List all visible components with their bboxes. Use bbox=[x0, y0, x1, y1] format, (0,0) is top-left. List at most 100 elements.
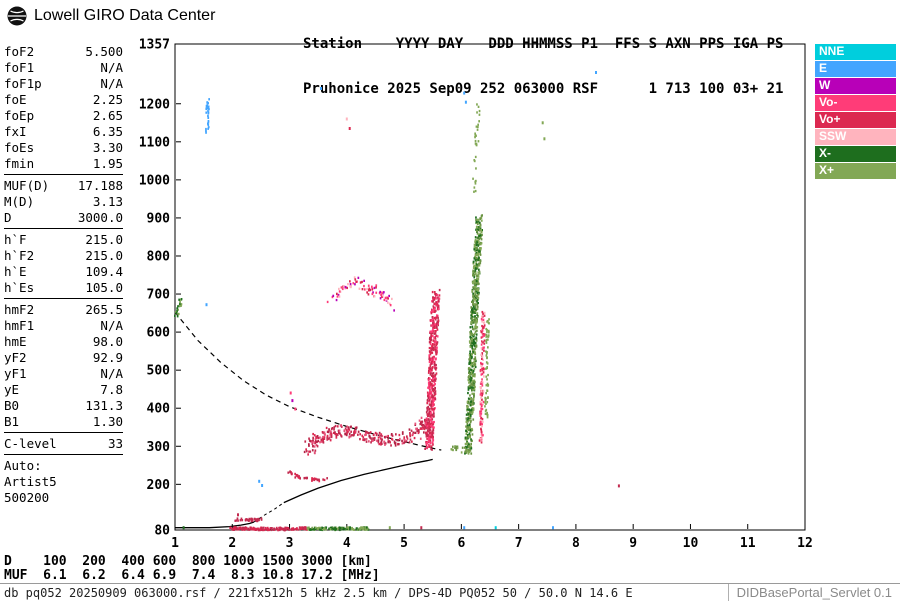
servlet-version: DIDBasePortal_Servlet 0.1 bbox=[727, 584, 900, 601]
param-label: D bbox=[4, 210, 12, 225]
param-row: fxI 6.35 bbox=[4, 124, 123, 140]
param-row: B1 1.30 bbox=[4, 414, 123, 430]
param-value: 265.5 bbox=[85, 302, 123, 317]
param-row: foEs 3.30 bbox=[4, 140, 123, 156]
muf-table: D 100 200 400 600 800 1000 1500 3000 [km… bbox=[4, 555, 380, 583]
param-value: 215.0 bbox=[85, 248, 123, 263]
x-tick-label: 11 bbox=[740, 536, 756, 551]
valley-dashed-line bbox=[253, 502, 285, 523]
param-label: foF2 bbox=[4, 44, 35, 59]
auto-line: Auto: bbox=[4, 458, 42, 473]
x-tick-label: 9 bbox=[629, 536, 637, 551]
param-value: 3.30 bbox=[92, 140, 123, 155]
param-label: foEp bbox=[4, 108, 35, 123]
y-tick-label: 600 bbox=[147, 326, 171, 341]
y-tick-label: 1200 bbox=[139, 97, 170, 112]
param-row: h`Es 105.0 bbox=[4, 280, 123, 296]
x-tick-label: 10 bbox=[683, 536, 699, 551]
muf-row: MUF 6.1 6.2 6.4 6.9 7.4 8.3 10.8 17.2 [M… bbox=[4, 568, 380, 583]
param-group: foF2 5.500 foF1 N/A foF1p N/A foE 2.25 foEp 2.65 f… bbox=[4, 44, 123, 175]
param-panel: foF2 5.500 foF1 N/A foF1p N/A foE 2.25 foEp 2.65 f… bbox=[4, 44, 123, 506]
param-label: foEs bbox=[4, 140, 35, 155]
auto-line: Artist5 bbox=[4, 474, 57, 489]
param-row: M(D) 3.13 bbox=[4, 194, 123, 210]
param-label: hmF2 bbox=[4, 302, 35, 317]
noise-points bbox=[182, 71, 620, 530]
legend-item-ssw[interactable]: SSW bbox=[815, 129, 896, 145]
auto-line: 500200 bbox=[4, 490, 50, 505]
legend-item-xminus[interactable]: X- bbox=[815, 146, 896, 162]
param-row: foEp 2.65 bbox=[4, 108, 123, 124]
param-row: fmin 1.95 bbox=[4, 156, 123, 172]
y-tick-label: 80 bbox=[154, 524, 170, 539]
param-value: 7.8 bbox=[100, 382, 123, 397]
echo-trace-x-outer-column bbox=[484, 318, 490, 419]
echo-trace-blue-column-1.55 bbox=[205, 98, 210, 134]
param-value: 215.0 bbox=[85, 232, 123, 247]
param-label: yE bbox=[4, 382, 20, 397]
app-title: Lowell GIRO Data Center bbox=[34, 7, 216, 24]
ionogram-plot: 8020030040050060070080090010001100120013… bbox=[139, 38, 813, 551]
echo-trace-second-hop-cluster bbox=[326, 276, 395, 312]
param-value: 2.25 bbox=[92, 92, 123, 107]
y-tick-label: 1357 bbox=[139, 38, 170, 53]
param-row: yE 7.8 bbox=[4, 382, 123, 398]
distance-row: D 100 200 400 600 800 1000 1500 3000 [km… bbox=[4, 554, 372, 569]
param-row: hmE 98.0 bbox=[4, 334, 123, 350]
y-tick-label: 1000 bbox=[139, 173, 170, 188]
param-row: foF1 N/A bbox=[4, 60, 123, 76]
y-tick-label: 700 bbox=[147, 288, 171, 303]
param-row: hmF2 265.5 bbox=[4, 302, 123, 318]
param-value: 109.4 bbox=[85, 264, 123, 279]
param-value: 3.13 bbox=[92, 194, 123, 209]
param-auto: Auto: Artist5 500200 bbox=[4, 458, 123, 506]
giro-globe-icon bbox=[7, 6, 27, 26]
param-row: B0 131.3 bbox=[4, 398, 123, 414]
param-row: C-level 33 bbox=[4, 436, 123, 452]
f-profile-line bbox=[283, 458, 433, 504]
param-value: 1.30 bbox=[92, 414, 123, 429]
y-tick-label: 800 bbox=[147, 249, 171, 264]
legend-item-xplus[interactable]: X+ bbox=[815, 163, 896, 179]
param-group: MUF(D) 17.188 M(D) 3.13 D 3000.0 bbox=[4, 178, 123, 229]
legend-item-vominus[interactable]: Vo- bbox=[815, 95, 896, 111]
param-group: hmF2 265.5 hmF1 N/A hmE 98.0 yF2 92.9 yF1 N/A yE 7.… bbox=[4, 302, 123, 433]
param-value: 1.95 bbox=[92, 156, 123, 171]
param-row: foF2 5.500 bbox=[4, 44, 123, 60]
echo-trace-f-lower-arm bbox=[287, 470, 328, 483]
echo-trace-x-foot bbox=[450, 445, 466, 454]
echo-trace-f-main-band bbox=[303, 416, 434, 456]
param-value: 6.35 bbox=[92, 124, 123, 139]
header-values-line: Pruhonice 2025 Sep09 252 063000 RSF 1 71… bbox=[303, 81, 784, 97]
legend-item-w[interactable]: W bbox=[815, 78, 896, 94]
y-tick-label: 900 bbox=[147, 211, 171, 226]
param-label: yF1 bbox=[4, 366, 27, 381]
param-group: h`F 215.0 h`F2 215.0 h`E 109.4 h`Es 105.0 bbox=[4, 232, 123, 299]
legend-item-e[interactable]: E bbox=[815, 61, 896, 77]
param-row: h`F 215.0 bbox=[4, 232, 123, 248]
param-label: foE bbox=[4, 92, 27, 107]
axes: 8020030040050060070080090010001100120013… bbox=[139, 38, 813, 551]
param-label: MUF(D) bbox=[4, 178, 50, 193]
param-label: fxI bbox=[4, 124, 27, 139]
status-bar: db pq052 20250909 063000.rsf / 221fx512h… bbox=[0, 583, 900, 601]
param-label: yF2 bbox=[4, 350, 27, 365]
brand: Lowell GIRO Data Center bbox=[6, 5, 215, 27]
x-tick-label: 1 bbox=[171, 536, 179, 551]
param-value: 5.500 bbox=[85, 44, 123, 59]
x-tick-label: 6 bbox=[457, 536, 465, 551]
plot-border bbox=[174, 43, 806, 531]
param-row: h`F2 215.0 bbox=[4, 248, 123, 264]
x-tick-label: 8 bbox=[572, 536, 580, 551]
param-label: M(D) bbox=[4, 194, 35, 209]
y-tick-label: 1100 bbox=[139, 135, 170, 150]
legend-item-nne[interactable]: NNE bbox=[815, 44, 896, 60]
legend-item-voplus[interactable]: Vo+ bbox=[815, 112, 896, 128]
x-tick-label: 5 bbox=[400, 536, 408, 551]
param-label: h`F2 bbox=[4, 248, 35, 263]
param-row: hmF1 N/A bbox=[4, 318, 123, 334]
y-tick-label: 400 bbox=[147, 402, 171, 417]
param-groups: foF2 5.500 foF1 N/A foF1p N/A foE 2.25 foEp 2.65 f… bbox=[4, 44, 123, 455]
x-tick-label: 7 bbox=[515, 536, 523, 551]
param-row: D 3000.0 bbox=[4, 210, 123, 226]
